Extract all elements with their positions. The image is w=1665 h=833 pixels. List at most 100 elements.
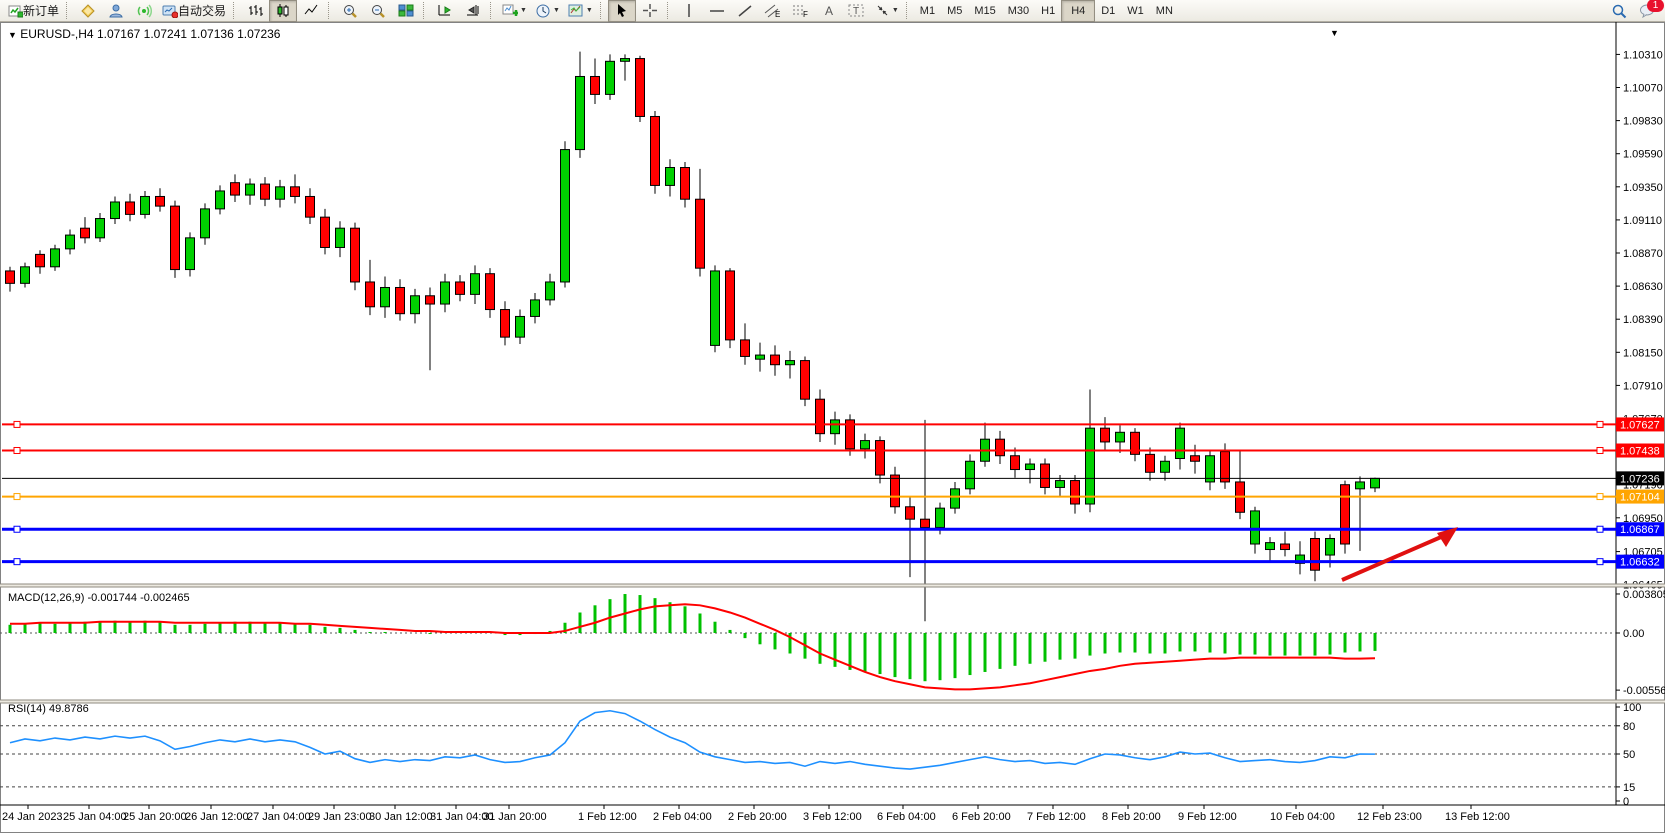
indicators-button[interactable]: ▼ xyxy=(498,0,531,22)
timeframe-h1-button[interactable]: H1 xyxy=(1041,4,1056,17)
candle-body xyxy=(95,218,105,239)
line-chart-mode-button[interactable] xyxy=(297,0,325,22)
chart-symbol-period: EURUSD-,H4 xyxy=(20,27,94,41)
svg-text:13 Feb 12:00: 13 Feb 12:00 xyxy=(1445,811,1510,823)
zoom-out-button[interactable] xyxy=(364,0,392,22)
candle-body xyxy=(635,58,645,117)
panel-separator[interactable] xyxy=(0,699,1665,704)
candle-body xyxy=(155,195,165,207)
candle-body xyxy=(185,237,195,271)
candle-body xyxy=(65,234,75,250)
horizontal-level-line[interactable]: 1.06632 xyxy=(2,554,1664,569)
candle-body xyxy=(1265,542,1275,551)
candle-body xyxy=(530,299,540,317)
crosshair-icon xyxy=(642,4,657,17)
candle-body xyxy=(35,253,45,268)
candle-body xyxy=(920,518,930,528)
line-handle xyxy=(1596,446,1604,454)
arrows-icon xyxy=(877,5,888,16)
svg-text:1.09350: 1.09350 xyxy=(1623,182,1663,194)
horizontal-level-line[interactable]: 1.06867 xyxy=(2,522,1664,537)
svg-text:1.08630: 1.08630 xyxy=(1623,281,1663,293)
metaeditor-button[interactable] xyxy=(74,0,102,22)
equidistant-channel-tool-button[interactable]: E xyxy=(759,0,787,22)
signals-button[interactable] xyxy=(130,0,158,22)
bar-chart-icon xyxy=(249,5,264,16)
candle-body xyxy=(1190,455,1200,462)
horizontal-level-line[interactable]: 1.07438 xyxy=(2,443,1664,458)
candle-body xyxy=(1040,463,1050,488)
line-handle xyxy=(13,558,21,566)
chart-shift-button[interactable] xyxy=(459,0,487,22)
svg-text:26 Jan 12:00: 26 Jan 12:00 xyxy=(185,811,249,823)
horizontal-line-tool-button[interactable] xyxy=(703,0,731,22)
svg-text:29 Jan 23:00: 29 Jan 23:00 xyxy=(308,811,372,823)
zoom-in-button[interactable] xyxy=(336,0,364,22)
text-tool-button[interactable]: A xyxy=(815,0,843,22)
svg-text:100: 100 xyxy=(1623,702,1641,714)
cursor-icon xyxy=(617,4,626,17)
new-order-button[interactable]: 新订单 xyxy=(4,0,63,22)
timeframe-m15-button[interactable]: M15 xyxy=(974,4,996,17)
autotrading-label: 自动交易 xyxy=(178,4,227,18)
candle-body xyxy=(605,60,615,95)
timeframe-m1-button[interactable]: M1 xyxy=(919,4,936,17)
candle-body xyxy=(860,440,870,450)
line-handle xyxy=(1596,558,1604,566)
quote-dropdown-icon[interactable]: ▼ xyxy=(8,30,17,40)
templates-button[interactable]: ▼ xyxy=(564,0,597,22)
candle-body xyxy=(1220,451,1230,483)
cursor-tool-button[interactable] xyxy=(607,0,636,22)
candlestick-mode-button[interactable] xyxy=(269,0,298,22)
svg-text:1.09110: 1.09110 xyxy=(1623,215,1662,227)
candle-body xyxy=(1280,543,1290,551)
tile-windows-button[interactable] xyxy=(392,0,420,22)
candle-body xyxy=(5,270,15,284)
panel-separator[interactable] xyxy=(0,583,1665,588)
timeframe-h4-button[interactable]: H4 xyxy=(1061,0,1096,22)
svg-text:6 Feb 20:00: 6 Feb 20:00 xyxy=(952,811,1011,823)
svg-text:30 Jan 12:00: 30 Jan 12:00 xyxy=(369,811,433,823)
svg-text:1.09830: 1.09830 xyxy=(1623,116,1663,128)
bar-chart-mode-button[interactable] xyxy=(241,0,269,22)
timeframe-m30-button[interactable]: M30 xyxy=(1007,4,1030,17)
fibonacci-tool-button[interactable]: F xyxy=(787,0,815,22)
autotrading-button[interactable]: 自动交易 xyxy=(158,0,230,22)
candle-body xyxy=(785,360,795,366)
auto-scroll-button[interactable] xyxy=(431,0,459,22)
chart-menu-icon[interactable]: ▼ xyxy=(1330,25,1339,39)
timeframe-w1-button[interactable]: W1 xyxy=(1127,4,1144,17)
candle-body xyxy=(545,281,555,301)
trendline-tool-button[interactable] xyxy=(731,0,759,22)
trend-arrow[interactable] xyxy=(1341,527,1458,582)
svg-text:27 Jan 04:00: 27 Jan 04:00 xyxy=(247,811,311,823)
svg-text:1.08870: 1.08870 xyxy=(1623,248,1663,260)
macd-signal-value: -0.002465 xyxy=(140,592,190,604)
timeframe-mn-button[interactable]: MN xyxy=(1155,4,1173,17)
market-button[interactable] xyxy=(102,0,130,22)
periods-button[interactable]: ▼ xyxy=(531,0,564,22)
price-level-label xyxy=(1616,443,1664,458)
svg-text:1 Feb 12:00: 1 Feb 12:00 xyxy=(578,811,637,823)
horizontal-level-line[interactable]: 1.07627 xyxy=(2,417,1664,432)
horizontal-level-line[interactable]: 1.07104 xyxy=(2,489,1664,504)
timeframe-d1-button[interactable]: D1 xyxy=(1101,4,1116,17)
notifications-button[interactable]: 1 xyxy=(1633,0,1664,22)
svg-text:25 Jan 20:00: 25 Jan 20:00 xyxy=(123,811,187,823)
price-level-label xyxy=(1616,522,1664,537)
text-label-tool-button[interactable]: T xyxy=(843,0,871,22)
arrows-tool-button[interactable]: ▼ xyxy=(871,0,903,22)
search-button[interactable] xyxy=(1605,0,1633,22)
crosshair-tool-button[interactable] xyxy=(636,0,664,22)
candle-body xyxy=(335,227,345,248)
vertical-line-tool-button[interactable] xyxy=(675,0,703,22)
svg-text:6 Feb 04:00: 6 Feb 04:00 xyxy=(877,811,936,823)
toolbar-separator xyxy=(905,2,911,19)
timeframe-m5-button[interactable]: M5 xyxy=(947,4,963,17)
price-chart-canvas[interactable]: 1.10310 1.10070 1.09830 1.09590 1.09350 1.091… xyxy=(0,22,1665,833)
candle-body xyxy=(680,167,690,200)
svg-text:1.07104: 1.07104 xyxy=(1620,492,1660,504)
macd-main-value: -0.001744 xyxy=(87,592,138,604)
candle-body xyxy=(845,419,855,450)
